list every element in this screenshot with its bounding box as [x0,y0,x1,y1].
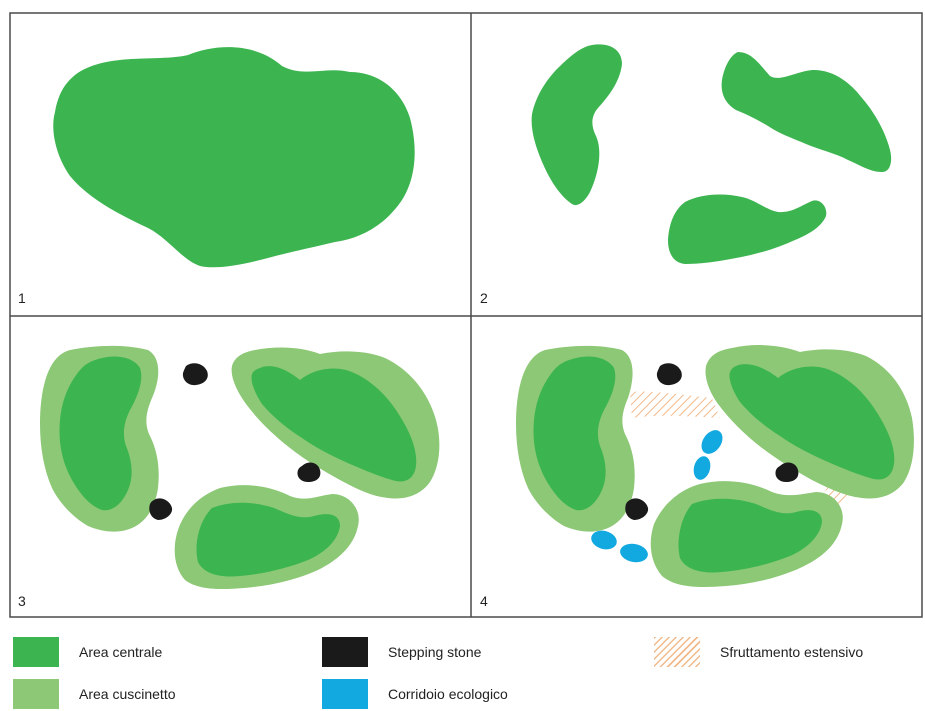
buffer-area-swatch [13,679,59,709]
legend-item-ecological-corridor: Corridoio ecologico [322,679,508,709]
legend-label: Sfruttamento estensivo [720,644,864,660]
core-area-fragment-right [721,52,892,172]
ecological-corridor [693,456,711,480]
extensive-use-swatch [654,637,700,667]
panel-4: 4 [480,345,914,609]
stepping-stone [297,462,321,482]
panel-number: 1 [18,290,26,306]
core-area-left [59,356,142,511]
legend-label: Area centrale [79,644,163,660]
panel-2: 2 [480,44,892,306]
panel-grid [9,12,923,618]
legend-item-stepping-stone: Stepping stone [322,637,481,667]
core-area-swatch [13,637,59,667]
legend-item-core-area: Area centrale [13,637,162,667]
legend-label: Area cuscinetto [79,686,176,702]
core-area-large [53,47,415,268]
stepping-stone [656,363,682,386]
panel-number: 4 [480,593,488,609]
core-area-bottom [196,502,340,577]
legend-item-extensive-use: Sfruttamento estensivo [654,637,863,667]
legend-label: Stepping stone [388,644,482,660]
habitat-fragmentation-diagram: 1 2 3 [9,12,923,618]
stepping-stone [625,498,649,520]
core-area-right [251,366,417,482]
stepping-stone [182,363,208,386]
ecological-corridor [701,430,723,454]
panel-number: 3 [18,593,26,609]
ecological-corridor [591,530,617,550]
panel-1: 1 [18,47,415,306]
extensive-use-area [630,391,720,418]
core-area-fragment-bottom [668,194,827,264]
stepping-stone [775,462,799,482]
core-area-bottom [678,498,822,573]
panel-3: 3 [18,345,440,609]
legend: Area centrale Area cuscinetto Stepping s… [0,620,925,711]
stepping-stone [149,498,173,520]
stepping-stone-swatch [322,637,368,667]
panel-number: 2 [480,290,488,306]
core-area-left [533,356,616,511]
core-area-right [729,364,895,480]
core-area-fragment-left [531,44,622,206]
ecological-corridor-swatch [322,679,368,709]
ecological-corridor [620,543,648,563]
legend-item-buffer-area: Area cuscinetto [13,679,176,709]
legend-label: Corridoio ecologico [388,686,508,702]
